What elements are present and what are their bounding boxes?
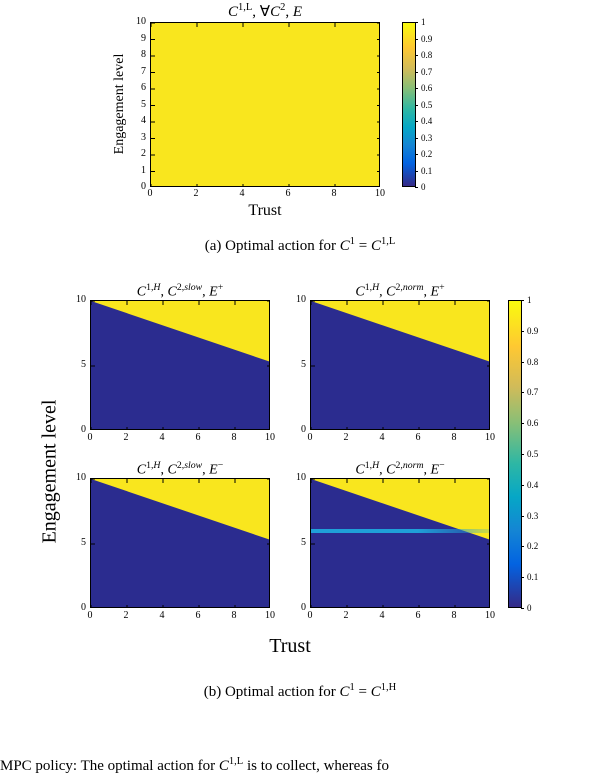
panel-a-xlabel: Trust bbox=[150, 202, 380, 220]
panel-a-plot bbox=[150, 22, 380, 187]
panel-a: C1,L, ∀C2, E Engagement level Trust 0246… bbox=[0, 0, 600, 236]
panel-b-yticks-1: 0510 bbox=[290, 300, 308, 430]
panel-b-plot-2 bbox=[90, 478, 270, 608]
colorbar-a-ticks: 00.10.20.30.40.50.60.70.80.91 bbox=[418, 22, 448, 187]
panel-b-plot-1 bbox=[310, 300, 490, 430]
panel-b-yticks-0: 0510 bbox=[70, 300, 88, 430]
colorbar-b bbox=[508, 300, 522, 608]
panel-b-yticks-3: 0510 bbox=[290, 478, 308, 608]
panel-b: Engagement level Trust 00.10.20.30.40.50… bbox=[0, 270, 600, 670]
panel-b-xticks-2: 0246810 bbox=[90, 610, 270, 622]
panel-a-title: C1,L, ∀C2, E bbox=[150, 2, 380, 21]
panel-b-title-1: C1,H, C2,norm, E+ bbox=[310, 282, 490, 301]
panel-a-xticks: 0246810 bbox=[150, 188, 380, 202]
panel-b-plot-3 bbox=[310, 478, 490, 608]
panel-b-plot-0 bbox=[90, 300, 270, 430]
panel-b-xticks-1: 0246810 bbox=[310, 432, 490, 444]
panel-b-title-3: C1,H, C2,norm, E− bbox=[310, 460, 490, 479]
figure-root: C1,L, ∀C2, E Engagement level Trust 0246… bbox=[0, 0, 600, 778]
caption-a: (a) Optimal action for C1 = C1,L bbox=[0, 236, 600, 255]
panel-a-ylabel: Engagement level bbox=[112, 14, 128, 194]
panel-b-xticks-0: 0246810 bbox=[90, 432, 270, 444]
panel-a-yticks: 012345678910 bbox=[128, 22, 148, 187]
colorbar-b-ticks: 00.10.20.30.40.50.60.70.80.91 bbox=[524, 300, 554, 608]
caption-b: (b) Optimal action for C1 = C1,H bbox=[0, 682, 600, 701]
panel-b-ylabel: Engagement level bbox=[39, 362, 62, 582]
panel-b-xlabel: Trust bbox=[90, 635, 490, 658]
panel-b-yticks-2: 0510 bbox=[70, 478, 88, 608]
panel-b-title-0: C1,H, C2,slow, E+ bbox=[90, 282, 270, 301]
colorbar-a bbox=[402, 22, 416, 187]
panel-b-xticks-3: 0246810 bbox=[310, 610, 490, 622]
panel-b-title-2: C1,H, C2,slow, E− bbox=[90, 460, 270, 479]
panel-a-tickmarks bbox=[151, 23, 380, 187]
footer-text: MPC policy: The optimal action for C1,L … bbox=[0, 756, 389, 775]
